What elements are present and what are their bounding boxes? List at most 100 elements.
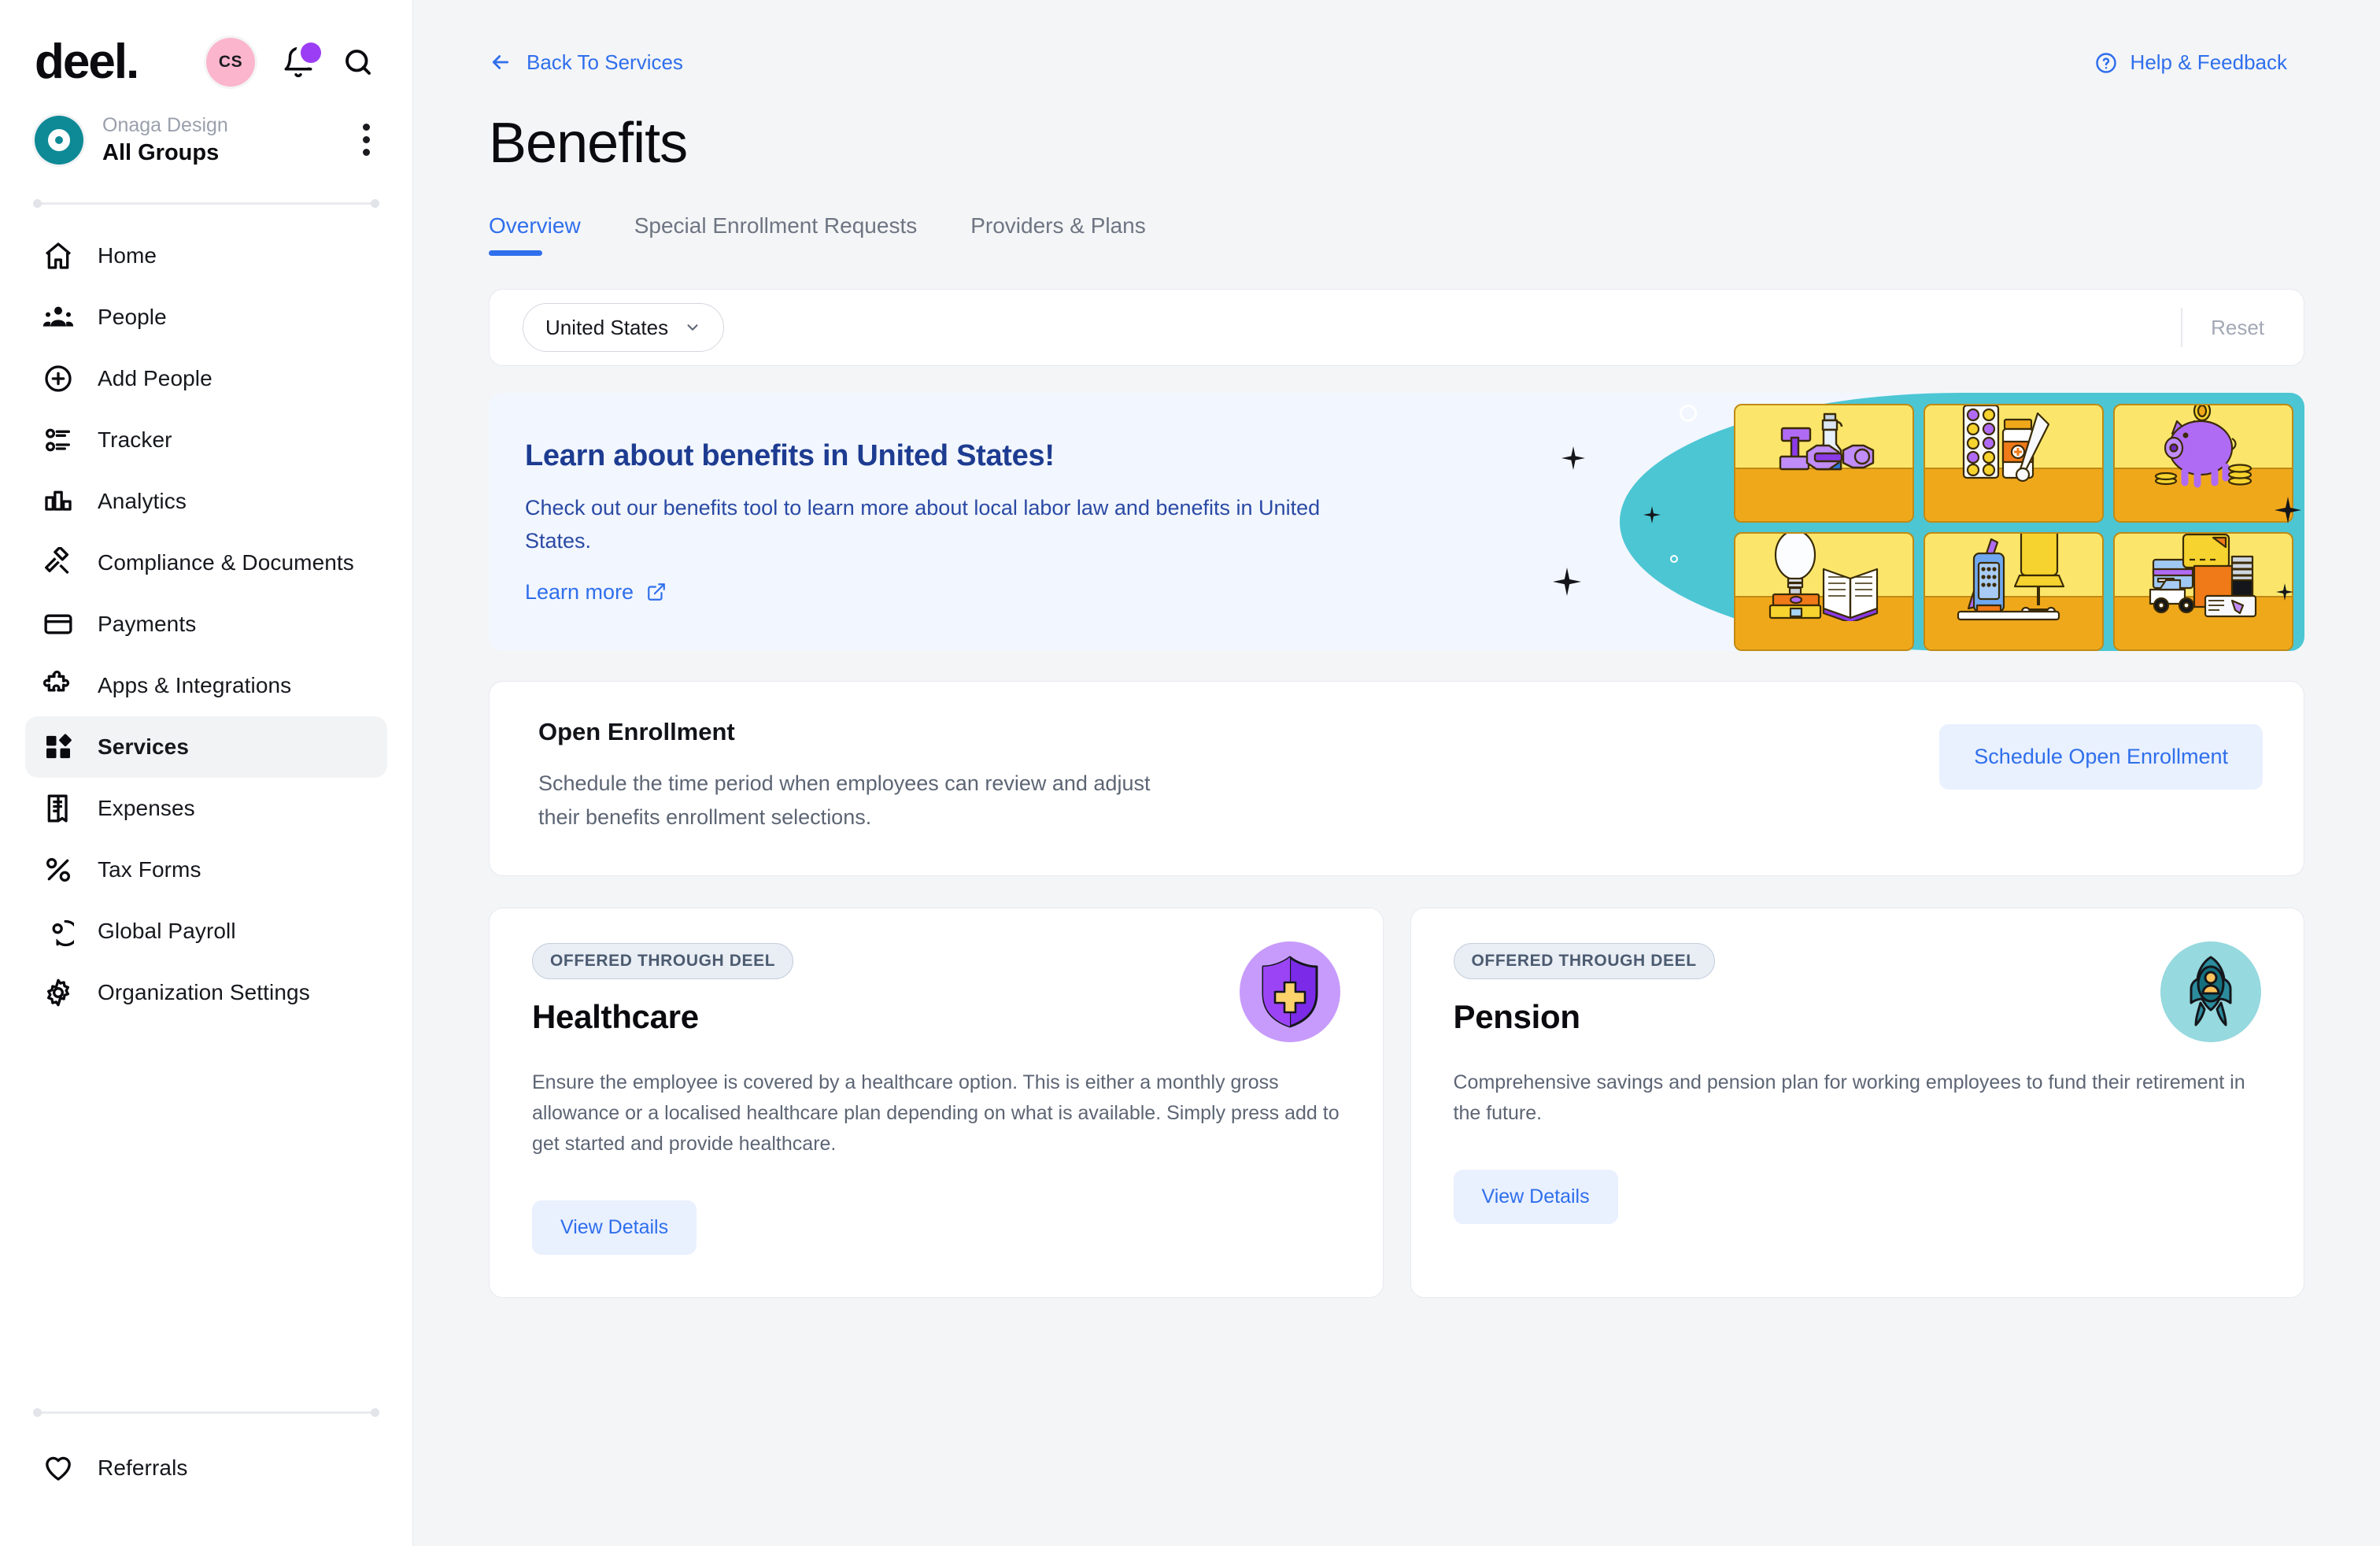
sidebar-item-referrals[interactable]: Referrals	[25, 1437, 387, 1499]
tile-pills-thermometer	[1924, 404, 2104, 523]
receipt-icon	[41, 791, 76, 826]
question-circle-icon	[2095, 52, 2116, 73]
main-content: Back To Services Help & Feedback Benefit…	[413, 0, 2380, 1546]
content-topbar: Back To Services Help & Feedback	[489, 50, 2304, 75]
sparkle-icon	[1561, 446, 1585, 470]
people-icon	[41, 300, 76, 335]
sidebar-item-label: Compliance & Documents	[98, 549, 354, 575]
external-link-icon	[648, 583, 665, 601]
sparkle-icon	[1553, 568, 1581, 596]
tab-providers-plans[interactable]: Providers & Plans	[970, 213, 1146, 238]
sidebar-nav: Home People Add People Tracker	[0, 205, 412, 1023]
rocket-icon	[2160, 941, 2261, 1043]
arrow-left-icon	[492, 55, 509, 69]
chevron-down-icon	[687, 324, 698, 331]
sidebar-item-label: Tax Forms	[98, 856, 201, 882]
filter-bar: United States Reset	[489, 289, 2304, 366]
plus-circle-icon	[41, 361, 76, 396]
status-badge: OFFERED THROUGH DEEL	[1453, 943, 1715, 980]
deel-logo[interactable]: deel.	[35, 35, 139, 89]
sparkle-icon	[1643, 506, 1661, 523]
filter-divider	[2181, 308, 2183, 347]
benefit-card-title: Pension	[1453, 998, 1581, 1036]
country-filter-value: United States	[545, 315, 669, 339]
sidebar-item-label: Expenses	[98, 795, 195, 820]
circle-dot-icon	[1670, 555, 1678, 563]
circle-dot-icon	[1680, 405, 1697, 422]
tile-phone-office-chair	[1924, 532, 2104, 651]
sidebar-item-label: Referrals	[98, 1455, 188, 1480]
sidebar-item-compliance-documents[interactable]: Compliance & Documents	[25, 532, 387, 594]
tile-piggy-bank-coins	[2113, 404, 2293, 523]
org-more-icon[interactable]	[363, 124, 378, 157]
sidebar-item-home[interactable]: Home	[25, 225, 387, 287]
sidebar-item-global-payroll[interactable]: Global Payroll	[25, 901, 387, 962]
banner-text-block: Learn about benefits in United States! C…	[489, 439, 1336, 605]
benefit-card-description: Ensure the employee is covered by a heal…	[532, 1071, 1340, 1155]
sidebar-item-label: Services	[98, 734, 190, 759]
sidebar-item-organization-settings[interactable]: Organization Settings	[25, 962, 387, 1023]
schedule-open-enrollment-button[interactable]: Schedule Open Enrollment	[1939, 724, 2263, 790]
sidebar-item-label: Global Payroll	[98, 918, 236, 943]
benefit-card-title: Healthcare	[532, 998, 699, 1036]
page-title: Benefits	[489, 112, 688, 175]
org-company-name: Onaga Design	[102, 114, 228, 136]
help-link-label: Help & Feedback	[2130, 50, 2287, 74]
sidebar-item-label: Home	[98, 242, 157, 268]
sidebar-header: deel. CS	[0, 0, 412, 87]
sidebar-item-label: People	[98, 304, 167, 329]
benefit-card-healthcare: OFFERED THROUGH DEEL Healthcare Ensure t…	[489, 908, 1384, 1298]
gavel-icon	[41, 546, 76, 580]
sidebar-item-payments[interactable]: Payments	[25, 594, 387, 655]
credit-card-icon	[41, 607, 76, 642]
search-icon[interactable]	[342, 46, 375, 79]
sidebar-item-label: Organization Settings	[98, 979, 310, 1004]
sidebar-item-tracker[interactable]: Tracker	[25, 409, 387, 471]
banner-title: Learn about benefits in United States!	[525, 439, 1055, 473]
shield-cross-icon	[1239, 941, 1340, 1043]
percent-icon	[41, 853, 76, 887]
sidebar-item-analytics[interactable]: Analytics	[25, 471, 387, 532]
view-details-button[interactable]: View Details	[532, 1200, 697, 1255]
tile-lightbulb-book	[1734, 532, 1914, 651]
tab-overview[interactable]: Overview	[489, 213, 581, 256]
tab-bar: Overview Special Enrollment Requests Pro…	[489, 213, 2304, 256]
tab-special-enrollment-requests[interactable]: Special Enrollment Requests	[634, 213, 918, 238]
view-details-button[interactable]: View Details	[1453, 1169, 1618, 1224]
benefit-card-pension: OFFERED THROUGH DEEL Pension Comprehensi…	[1410, 908, 2304, 1298]
benefit-card-description: Comprehensive savings and pension plan f…	[1453, 1071, 2245, 1125]
gear-icon	[41, 975, 76, 1010]
help-feedback-link[interactable]: Help & Feedback	[2094, 50, 2304, 75]
reset-filters-button[interactable]: Reset	[2211, 315, 2264, 339]
bar-chart-icon	[41, 484, 76, 519]
sidebar: deel. CS Onaga	[0, 0, 413, 1546]
sidebar-item-tax-forms[interactable]: Tax Forms	[25, 839, 387, 901]
org-group-name: All Groups	[102, 140, 220, 165]
open-enrollment-description: Schedule the time period when employees …	[538, 771, 1151, 830]
open-enrollment-title: Open Enrollment	[538, 718, 735, 745]
back-to-services-link[interactable]: Back To Services	[489, 50, 683, 74]
avatar[interactable]: CS	[206, 38, 255, 87]
sidebar-item-expenses[interactable]: Expenses	[25, 778, 387, 839]
benefit-illustration-tiles	[1734, 393, 2304, 651]
banner-illustration	[1553, 393, 2304, 651]
country-filter-select[interactable]: United States	[523, 303, 725, 352]
sidebar-divider-top	[33, 198, 379, 208]
sidebar-item-services[interactable]: Services	[25, 716, 387, 778]
benefits-info-banner: Learn about benefits in United States! C…	[489, 393, 2304, 651]
sidebar-footer: Referrals	[0, 1408, 412, 1546]
sidebar-item-add-people[interactable]: Add People	[25, 348, 387, 409]
sparkle-icon	[2275, 497, 2301, 523]
sidebar-item-apps-integrations[interactable]: Apps & Integrations	[25, 655, 387, 716]
sidebar-item-people[interactable]: People	[25, 287, 387, 348]
status-badge: OFFERED THROUGH DEEL	[532, 943, 794, 980]
tile-truck-card-ticket	[2113, 532, 2293, 651]
bell-icon[interactable]	[282, 43, 321, 79]
sidebar-item-label: Payments	[98, 611, 197, 636]
sidebar-item-label: Analytics	[98, 488, 187, 513]
learn-more-label: Learn more	[525, 579, 634, 604]
org-switcher[interactable]: Onaga Design All Groups	[0, 87, 412, 167]
learn-more-link[interactable]: Learn more	[525, 580, 1336, 605]
sidebar-item-label: Add People	[98, 365, 213, 390]
